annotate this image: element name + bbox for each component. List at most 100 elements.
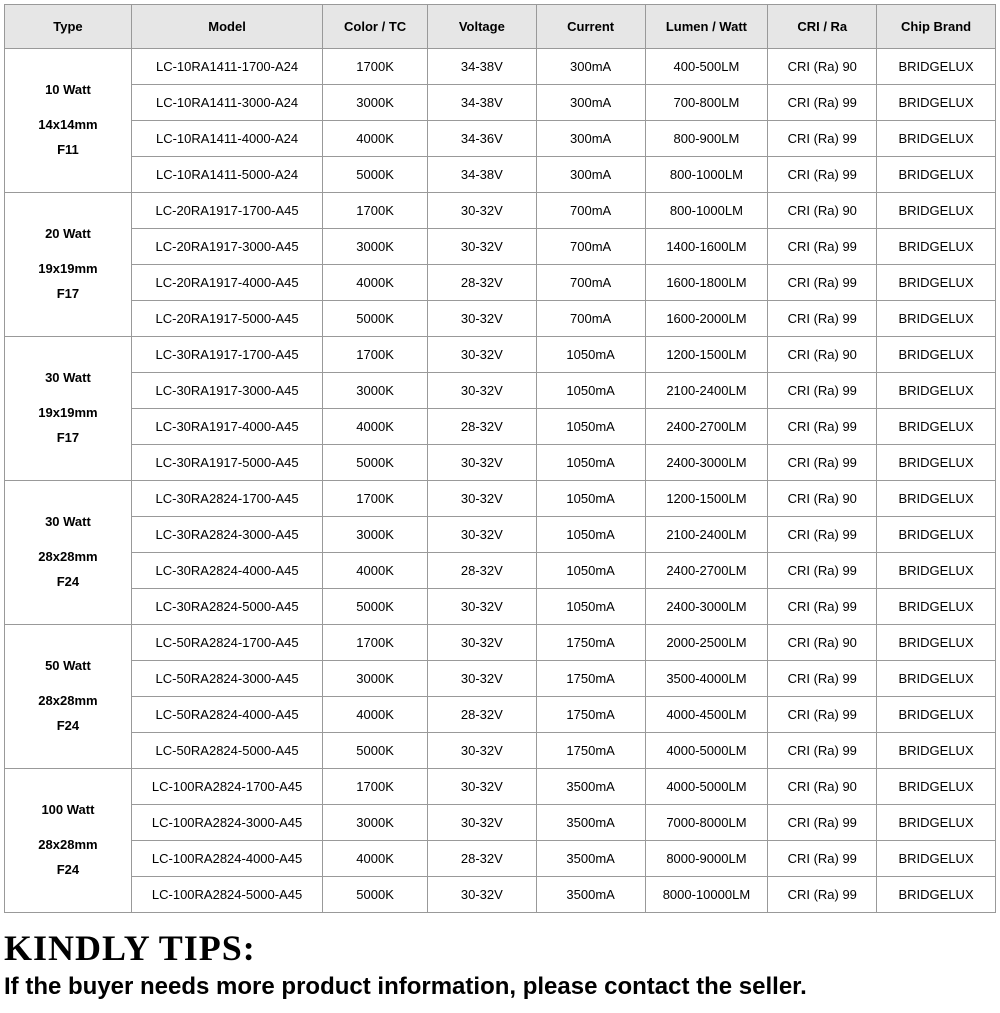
cri-cell: CRI (Ra) 99 xyxy=(768,805,877,841)
type-cell: 100 Watt28x28mmF24 xyxy=(5,769,132,913)
col-color: Color / TC xyxy=(323,5,428,49)
lumen-cell: 700-800LM xyxy=(645,85,768,121)
cri-cell: CRI (Ra) 90 xyxy=(768,769,877,805)
lumen-cell: 2100-2400LM xyxy=(645,517,768,553)
chip-cell: BRIDGELUX xyxy=(877,733,996,769)
voltage-cell: 34-38V xyxy=(427,157,536,193)
model-cell: LC-10RA1411-5000-A24 xyxy=(131,157,322,193)
current-cell: 700mA xyxy=(536,229,645,265)
cri-cell: CRI (Ra) 90 xyxy=(768,337,877,373)
table-row: LC-100RA2824-3000-A453000K30-32V3500mA70… xyxy=(5,805,996,841)
cri-cell: CRI (Ra) 99 xyxy=(768,589,877,625)
table-header-row: Type Model Color / TC Voltage Current Lu… xyxy=(5,5,996,49)
color-cell: 1700K xyxy=(323,337,428,373)
voltage-cell: 30-32V xyxy=(427,589,536,625)
chip-cell: BRIDGELUX xyxy=(877,85,996,121)
current-cell: 1750mA xyxy=(536,661,645,697)
type-line: 30 Watt xyxy=(45,370,91,385)
color-cell: 3000K xyxy=(323,229,428,265)
col-cri: CRI / Ra xyxy=(768,5,877,49)
model-cell: LC-30RA1917-5000-A45 xyxy=(131,445,322,481)
color-cell: 4000K xyxy=(323,265,428,301)
table-row: LC-100RA2824-5000-A455000K30-32V3500mA80… xyxy=(5,877,996,913)
cri-cell: CRI (Ra) 99 xyxy=(768,121,877,157)
current-cell: 3500mA xyxy=(536,805,645,841)
table-row: 30 Watt19x19mmF17LC-30RA1917-1700-A45170… xyxy=(5,337,996,373)
chip-cell: BRIDGELUX xyxy=(877,193,996,229)
chip-cell: BRIDGELUX xyxy=(877,301,996,337)
type-line: F24 xyxy=(57,718,79,733)
lumen-cell: 400-500LM xyxy=(645,49,768,85)
color-cell: 5000K xyxy=(323,445,428,481)
type-line: 50 Watt xyxy=(45,658,91,673)
current-cell: 3500mA xyxy=(536,877,645,913)
type-line: 30 Watt xyxy=(45,514,91,529)
voltage-cell: 30-32V xyxy=(427,445,536,481)
type-line: 20 Watt xyxy=(45,226,91,241)
lumen-cell: 1600-2000LM xyxy=(645,301,768,337)
current-cell: 3500mA xyxy=(536,841,645,877)
color-cell: 1700K xyxy=(323,193,428,229)
model-cell: LC-30RA1917-1700-A45 xyxy=(131,337,322,373)
model-cell: LC-10RA1411-1700-A24 xyxy=(131,49,322,85)
type-line: 100 Watt xyxy=(41,802,94,817)
voltage-cell: 28-32V xyxy=(427,409,536,445)
lumen-cell: 4000-5000LM xyxy=(645,769,768,805)
lumen-cell: 2400-3000LM xyxy=(645,589,768,625)
voltage-cell: 30-32V xyxy=(427,373,536,409)
lumen-cell: 800-1000LM xyxy=(645,193,768,229)
color-cell: 3000K xyxy=(323,517,428,553)
color-cell: 4000K xyxy=(323,841,428,877)
voltage-cell: 28-32V xyxy=(427,841,536,877)
voltage-cell: 30-32V xyxy=(427,661,536,697)
color-cell: 1700K xyxy=(323,481,428,517)
color-cell: 4000K xyxy=(323,553,428,589)
current-cell: 1050mA xyxy=(536,481,645,517)
model-cell: LC-10RA1411-4000-A24 xyxy=(131,121,322,157)
current-cell: 1050mA xyxy=(536,589,645,625)
current-cell: 300mA xyxy=(536,49,645,85)
chip-cell: BRIDGELUX xyxy=(877,769,996,805)
voltage-cell: 30-32V xyxy=(427,805,536,841)
lumen-cell: 8000-9000LM xyxy=(645,841,768,877)
voltage-cell: 30-32V xyxy=(427,301,536,337)
chip-cell: BRIDGELUX xyxy=(877,373,996,409)
chip-cell: BRIDGELUX xyxy=(877,409,996,445)
table-row: LC-30RA2824-5000-A455000K30-32V1050mA240… xyxy=(5,589,996,625)
cri-cell: CRI (Ra) 90 xyxy=(768,625,877,661)
chip-cell: BRIDGELUX xyxy=(877,805,996,841)
lumen-cell: 7000-8000LM xyxy=(645,805,768,841)
chip-cell: BRIDGELUX xyxy=(877,553,996,589)
cri-cell: CRI (Ra) 99 xyxy=(768,517,877,553)
chip-cell: BRIDGELUX xyxy=(877,517,996,553)
lumen-cell: 2000-2500LM xyxy=(645,625,768,661)
color-cell: 5000K xyxy=(323,301,428,337)
voltage-cell: 28-32V xyxy=(427,553,536,589)
voltage-cell: 30-32V xyxy=(427,481,536,517)
table-row: 20 Watt19x19mmF17LC-20RA1917-1700-A45170… xyxy=(5,193,996,229)
cri-cell: CRI (Ra) 90 xyxy=(768,193,877,229)
current-cell: 1050mA xyxy=(536,445,645,481)
col-volt: Voltage xyxy=(427,5,536,49)
voltage-cell: 30-32V xyxy=(427,229,536,265)
chip-cell: BRIDGELUX xyxy=(877,157,996,193)
current-cell: 1050mA xyxy=(536,409,645,445)
type-line: F17 xyxy=(57,286,79,301)
model-cell: LC-100RA2824-1700-A45 xyxy=(131,769,322,805)
type-line: 10 Watt xyxy=(45,82,91,97)
voltage-cell: 34-38V xyxy=(427,85,536,121)
cri-cell: CRI (Ra) 99 xyxy=(768,445,877,481)
voltage-cell: 30-32V xyxy=(427,877,536,913)
type-line: 28x28mm xyxy=(38,837,97,852)
type-cell: 50 Watt 28x28mm F24 xyxy=(5,625,132,769)
chip-cell: BRIDGELUX xyxy=(877,841,996,877)
chip-cell: BRIDGELUX xyxy=(877,877,996,913)
cri-cell: CRI (Ra) 99 xyxy=(768,265,877,301)
spec-table: Type Model Color / TC Voltage Current Lu… xyxy=(4,4,996,913)
table-row: LC-30RA2824-4000-A454000K28-32V1050mA240… xyxy=(5,553,996,589)
model-cell: LC-100RA2824-3000-A45 xyxy=(131,805,322,841)
type-line: 28x28mm xyxy=(38,693,97,708)
cri-cell: CRI (Ra) 90 xyxy=(768,481,877,517)
current-cell: 1050mA xyxy=(536,337,645,373)
model-cell: LC-30RA1917-3000-A45 xyxy=(131,373,322,409)
